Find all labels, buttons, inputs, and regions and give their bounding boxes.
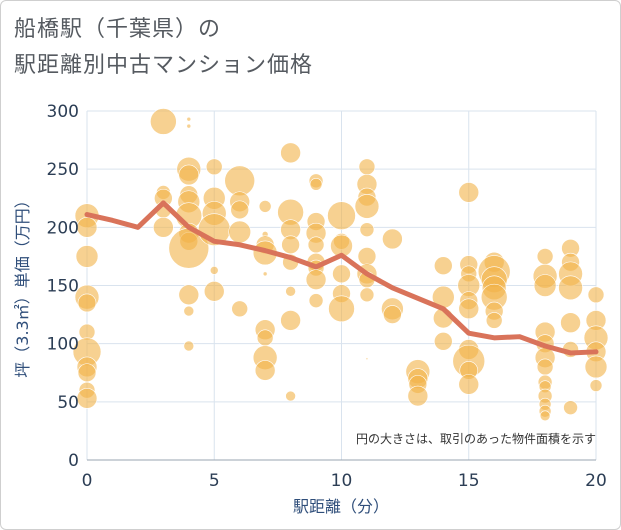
bubble-point [458,182,480,203]
bubble-point [230,200,249,220]
bubble-point [224,165,255,197]
bubble-point [258,200,272,213]
bubble-point [357,247,377,266]
bubble-point [186,123,192,129]
bubble-point [563,400,578,415]
y-tick-label: 50 [57,393,79,413]
bubble-point [382,228,403,250]
y-tick-label: 0 [68,451,79,471]
axis-ticks: 0 50 100 150 200 250 300 0 5 10 15 20 [47,102,607,491]
bubble-point [539,410,551,422]
bubble-point [77,293,97,313]
bubble-point [76,388,98,409]
bubble-point [307,236,325,254]
bubble-point [433,256,453,276]
bubble-point [332,264,351,284]
bubble-point [383,305,402,324]
x-axis-title: 駅距離（分） [293,497,389,516]
x-tick-label: 10 [331,471,353,491]
bubble-point [280,310,301,331]
bubble-point [228,220,251,244]
x-tick-label: 15 [458,471,480,491]
bubble-point [433,332,453,351]
bubble-point [254,360,276,381]
bubble-point [458,374,480,395]
bubble-point [587,286,605,304]
bubble-point [558,275,583,301]
bubble-point [536,358,554,376]
bubble-point [285,390,296,402]
chart-title-line-2: 駅距離別中古マンション価格 [14,53,314,78]
bubble-point [256,329,274,347]
bubble-point [75,245,99,268]
bubble-point [328,295,355,323]
bubble-point [285,286,296,297]
bubble-point [262,271,268,277]
bubble-point [76,217,98,238]
bubble-point [305,269,327,290]
bubble-point [359,287,375,303]
bubble-point [533,274,557,297]
x-tick-label: 20 [585,471,607,491]
bubble-point [231,300,248,318]
bubble-point [150,108,177,135]
bubble-point [186,116,192,122]
bubble-point [485,312,503,329]
bubble-size-note: 円の大きさは、取引のあった物件面積を示す [356,431,596,446]
bubble-point [209,266,219,275]
bubble-series [72,108,609,422]
bubble-point [281,235,300,255]
bubble-point [584,355,608,379]
trend-line-series [84,200,599,356]
average-price-line [84,200,599,356]
bubble-point [205,158,223,176]
bubble-point [327,201,356,230]
bubble-point [77,363,97,383]
bubble-point [178,164,200,186]
bubble-point [407,385,429,407]
bubble-point [203,281,225,302]
bubble-point [178,284,200,306]
x-tick-label: 5 [209,471,220,491]
bubble-point [560,312,581,334]
chart-title: 船橋駅（千葉県）の 駅距離別中古マンション価格 [14,12,313,84]
bubble-point [153,217,174,238]
y-tick-label: 200 [47,218,79,238]
y-tick-label: 300 [47,102,79,122]
bubble-point [280,142,301,164]
y-tick-label: 150 [47,277,79,297]
bubble-point [359,222,375,237]
bubble-point [309,177,323,191]
chart-title-line-1: 船橋駅（千葉県）の [14,17,222,42]
y-tick-label: 100 [47,335,79,355]
bubble-point [536,248,554,265]
y-axis-title: 坪（3.3㎡）単価（万円） [13,192,32,377]
bubble-point [183,305,195,317]
bubble-point [365,357,369,361]
y-tick-label: 250 [47,160,79,180]
bubble-point [183,340,195,352]
bubble-point [308,293,324,308]
bubble-point [354,194,380,219]
bubble-point [358,158,376,176]
bubble-point [589,379,603,392]
bubble-point [458,298,480,320]
x-tick-label: 0 [82,471,93,491]
